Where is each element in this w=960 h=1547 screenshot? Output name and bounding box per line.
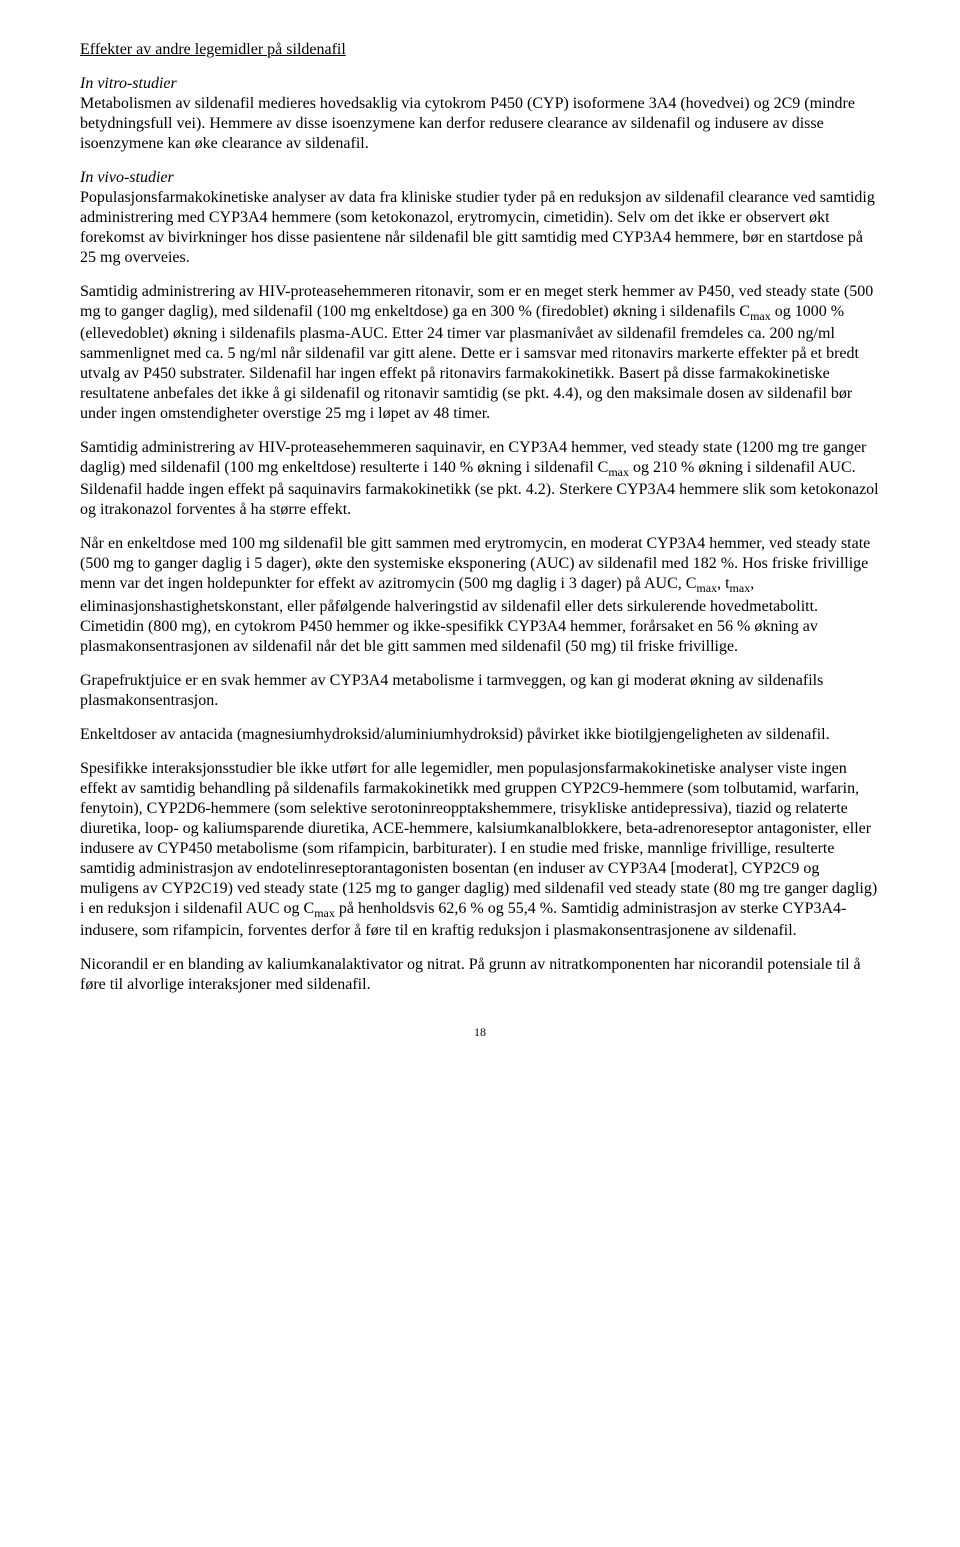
paragraph-invitro: In vitro-studier Metabolismen av sildena… — [80, 74, 880, 154]
subscript-max: max — [730, 582, 751, 596]
invivo-body: Populasjonsfarmakokinetiske analyser av … — [80, 189, 875, 266]
subscript-max: max — [696, 582, 717, 596]
text-segment: , t — [717, 575, 729, 592]
paragraph-saquinavir: Samtidig administrering av HIV-proteaseh… — [80, 438, 880, 520]
page-number: 18 — [80, 1025, 880, 1040]
text-segment: og 1000 % (ellevedoblet) økning i silden… — [80, 303, 859, 422]
paragraph-interactions: Spesifikke interaksjonsstudier ble ikke … — [80, 759, 880, 941]
paragraph-invivo: In vivo-studier Populasjonsfarmakokineti… — [80, 168, 880, 268]
section-heading: Effekter av andre legemidler på sildenaf… — [80, 40, 880, 60]
subscript-max: max — [750, 309, 771, 323]
paragraph-antacida: Enkeltdoser av antacida (magnesiumhydrok… — [80, 725, 880, 745]
paragraph-ritonavir: Samtidig administrering av HIV-proteaseh… — [80, 282, 880, 424]
paragraph-erytromycin: Når en enkeltdose med 100 mg sildenafil … — [80, 534, 880, 656]
invivo-label: In vivo-studier — [80, 169, 174, 186]
document-page: Effekter av andre legemidler på sildenaf… — [0, 0, 960, 1080]
bracket-text: [moderat] — [671, 860, 734, 877]
paragraph-nicorandil: Nicorandil er en blanding av kaliumkanal… — [80, 955, 880, 995]
invitro-body: Metabolismen av sildenafil medieres hove… — [80, 95, 855, 152]
invitro-label: In vitro-studier — [80, 75, 177, 92]
paragraph-grapefruit: Grapefruktjuice er en svak hemmer av CYP… — [80, 671, 880, 711]
subscript-max: max — [314, 906, 335, 920]
subscript-max: max — [608, 465, 629, 479]
